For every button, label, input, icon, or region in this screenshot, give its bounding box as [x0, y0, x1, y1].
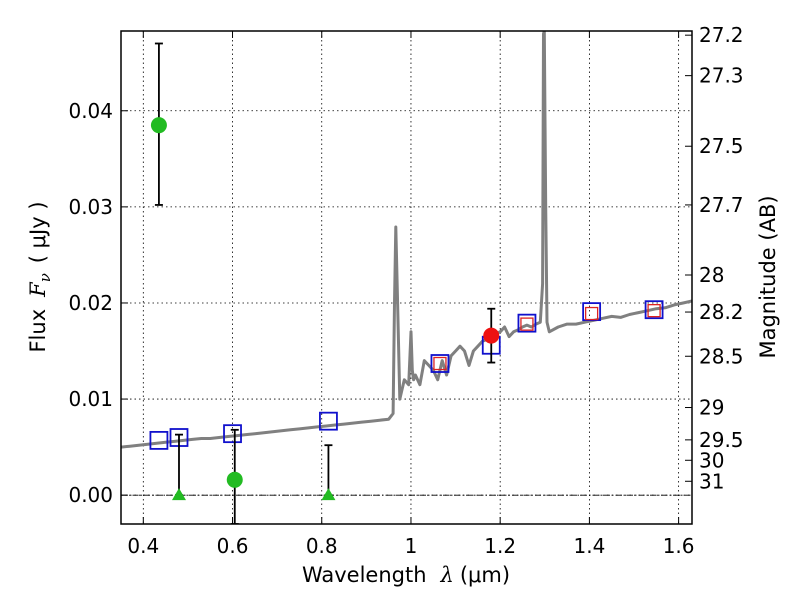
model-photometry-square — [149, 430, 169, 450]
upper-limit-marker — [171, 488, 186, 501]
y2-tick-label: 30 — [699, 448, 724, 472]
x-tick-label: 1.6 — [663, 534, 695, 558]
detection-point — [150, 117, 167, 134]
y2-tick-label: 29 — [699, 396, 724, 420]
y-tick-label: 0.00 — [68, 483, 113, 507]
y-axis-label: FluxFν( μJy ) — [26, 201, 54, 352]
observed-model-square — [520, 317, 534, 331]
model-spectrum-line — [121, 31, 692, 449]
y2-tick-label: 28.5 — [699, 344, 744, 368]
y2-tick-label: 28 — [699, 263, 724, 287]
y-tick-label: 0.02 — [68, 291, 113, 315]
markers — [149, 42, 664, 524]
detection-point — [226, 471, 243, 488]
y2-tick-label: 31 — [699, 469, 724, 493]
observed-model-square — [647, 304, 661, 318]
x-tick-label: 1.4 — [573, 534, 605, 558]
x-tick-label: 1.2 — [484, 534, 516, 558]
axis-ticks: 0.4 0.6 0.8 1 1.2 1.4 1.6 0.00 0.01 0.02 0.03 0.04 2… — [68, 23, 743, 558]
x-tick-label: 0.8 — [306, 534, 338, 558]
y2-tick-label: 27.7 — [699, 193, 744, 217]
observed-model-square — [584, 306, 599, 321]
x-axis-label: Wavelength λ (μm) — [302, 563, 510, 587]
model-photometry-square — [223, 424, 242, 444]
secondary-y-axis-label: Magnitude (AB) — [756, 195, 780, 358]
x-tick-label: 1 — [405, 534, 418, 558]
x-tick-label: 0.4 — [127, 534, 159, 558]
y2-tick-label: 27.2 — [699, 23, 744, 47]
observed-model-square — [433, 356, 447, 371]
y-tick-label: 0.01 — [68, 387, 113, 411]
highlighted-detection-point — [483, 327, 500, 344]
y-tick-label: 0.04 — [68, 99, 113, 123]
y-tick-label: 0.03 — [68, 195, 113, 219]
plot-frame — [120, 30, 693, 525]
upper-limit-marker — [321, 488, 336, 501]
model-photometry-square — [517, 313, 537, 333]
model-photometry-square — [430, 354, 450, 373]
grid — [121, 31, 692, 524]
y2-tick-label: 27.3 — [699, 64, 744, 88]
y2-tick-label: 27.5 — [699, 134, 744, 158]
x-tick-label: 0.6 — [217, 534, 249, 558]
y2-tick-label: 28.2 — [699, 300, 744, 324]
model-photometry-square — [319, 411, 338, 431]
y2-tick-label: 29.5 — [699, 428, 744, 452]
model-photometry-square — [644, 300, 664, 320]
